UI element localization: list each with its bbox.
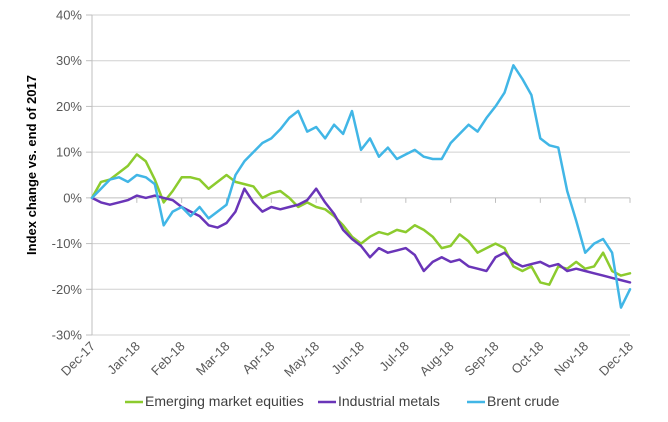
y-axis-ticks: 40% 30% 20% 10% 0% -10% -20% -30% (52, 8, 92, 343)
x-tick-label: Oct-18 (508, 339, 546, 377)
series-lines (90, 64, 632, 309)
x-tick-label: Dec-18 (596, 339, 636, 379)
x-tick-label: Apr-18 (239, 339, 277, 377)
x-tick-label: Jun-18 (328, 339, 367, 378)
y-tick-label: 30% (56, 53, 82, 68)
y-tick-label: 10% (56, 145, 82, 160)
x-tick-label: Dec-17 (58, 339, 98, 379)
y-tick-label: -10% (52, 236, 83, 251)
y-tick-label: 20% (56, 99, 82, 114)
legend: Emerging market equities Industrial metal… (125, 393, 560, 409)
x-tick-label: Jul-18 (376, 339, 412, 375)
legend-item: Industrial metals (318, 393, 440, 409)
legend-label: Emerging market equities (145, 393, 304, 409)
legend-label: Brent crude (487, 393, 560, 409)
y-tick-label: -20% (52, 282, 83, 297)
x-tick-label: Aug-18 (417, 339, 457, 379)
x-tick-label: May-18 (281, 339, 322, 380)
x-tick-label: Nov-18 (551, 339, 591, 379)
y-tick-label: 0% (63, 190, 82, 205)
y-axis-title: Index change vs. end of 2017 (24, 75, 39, 255)
emerging-market-equities-line (90, 153, 632, 286)
x-tick-label: Jan-18 (104, 339, 143, 378)
brent-crude-line (90, 64, 632, 309)
legend-item: Brent crude (467, 393, 560, 409)
gridlines (92, 14, 630, 336)
y-tick-label: 40% (56, 8, 82, 23)
legend-label: Industrial metals (338, 393, 440, 409)
legend-item: Emerging market equities (125, 393, 304, 409)
x-tick-label: Mar-18 (193, 339, 233, 379)
x-tick-label: Feb-18 (148, 339, 188, 379)
y-tick-label: -30% (52, 328, 83, 343)
x-tick-label: Sep-18 (461, 339, 501, 379)
